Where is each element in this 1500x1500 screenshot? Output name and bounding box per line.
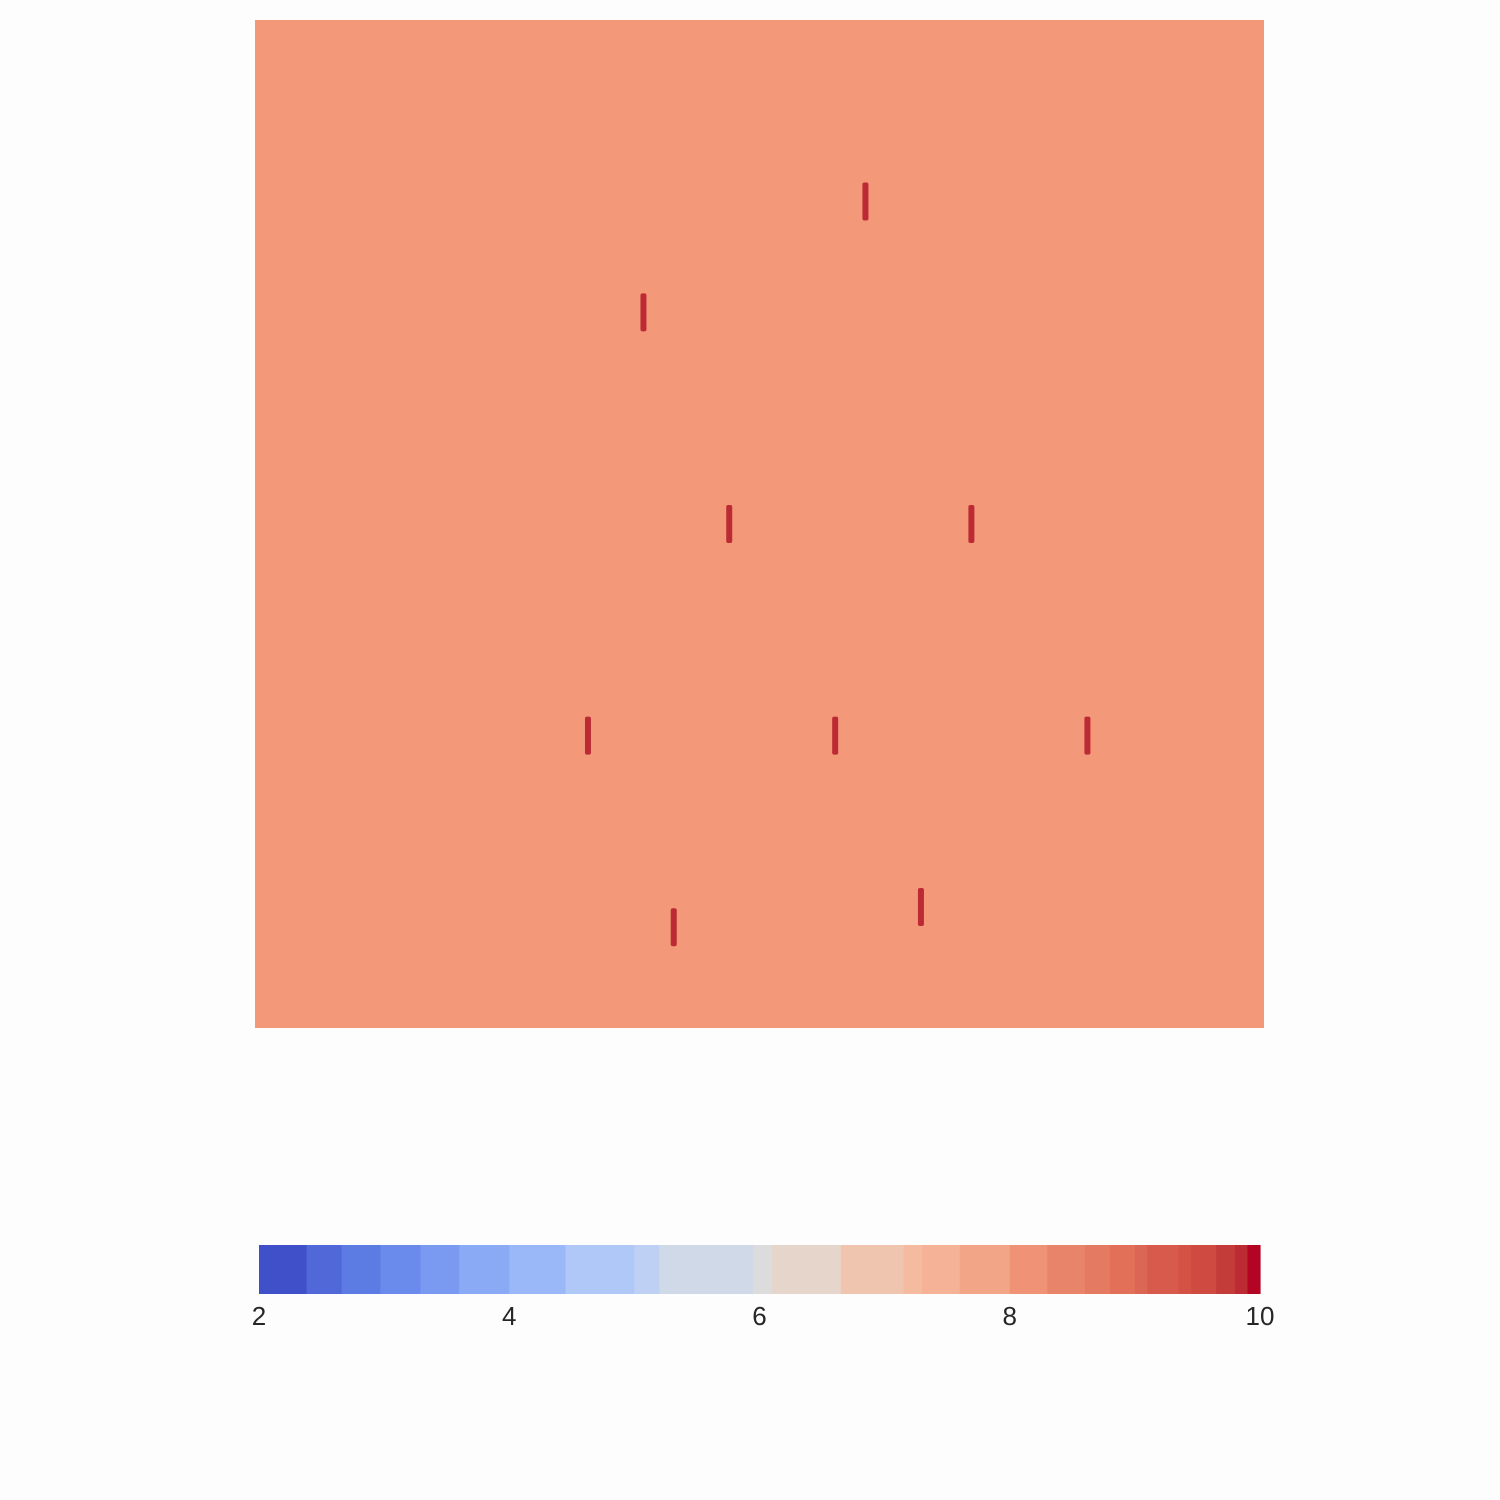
heatmap-mark-4 (968, 505, 975, 543)
colorbar-band-22 (1147, 1245, 1180, 1294)
colorbar-band-10 (659, 1245, 754, 1294)
colorbar-band-8 (565, 1245, 635, 1294)
colorbar-band-26 (1234, 1245, 1249, 1294)
colorbar (259, 1245, 1261, 1294)
colorbar-band-16 (959, 1245, 1011, 1294)
colorbar-tick-label: 8 (1003, 1301, 1017, 1331)
heatmap-mark-3 (726, 505, 733, 543)
heatmap-mark-8 (670, 908, 677, 947)
colorbar-band-17 (1009, 1245, 1048, 1294)
heatmap-mark-6 (832, 716, 839, 755)
heatmap-mark-9 (917, 888, 924, 927)
colorbar-band-19 (1084, 1245, 1111, 1294)
heatmap-mark-1 (862, 182, 869, 221)
colorbar-band-9 (634, 1245, 660, 1294)
colorbar-band-12 (772, 1245, 842, 1294)
colorbar-band-23 (1178, 1245, 1192, 1294)
colorbar-tick-label: 2 (252, 1301, 266, 1331)
colorbar-band-4 (380, 1245, 422, 1294)
colorbar-band-3 (341, 1245, 381, 1294)
colorbar-band-5 (420, 1245, 460, 1294)
colorbar-band-27 (1247, 1245, 1261, 1294)
heatmap-mark-2 (640, 293, 647, 332)
colorbar-band-18 (1047, 1245, 1086, 1294)
heatmap-mark-7 (1084, 716, 1091, 755)
colorbar-band-1 (259, 1245, 308, 1294)
colorbar-band-13 (840, 1245, 904, 1294)
colorbar-band-6 (459, 1245, 510, 1294)
colorbar-tick-label: 6 (752, 1301, 766, 1331)
colorbar-band-14 (903, 1245, 923, 1294)
colorbar-tick-label: 10 (1246, 1301, 1275, 1331)
colorbar-band-20 (1109, 1245, 1136, 1294)
colorbar-band-11 (753, 1245, 773, 1294)
heatmap-marks (584, 182, 1091, 947)
heatmap-mark-5 (584, 716, 591, 755)
colorbar-tick-label: 4 (502, 1301, 516, 1331)
colorbar-band-15 (922, 1245, 961, 1294)
colorbar-band-25 (1216, 1245, 1236, 1294)
colorbar-band-7 (509, 1245, 567, 1294)
colorbar-band-24 (1191, 1245, 1217, 1294)
colorbar-ticks: 2 4 6 8 10 (252, 1301, 1275, 1331)
heatmap-background (255, 20, 1264, 1028)
colorbar-band-21 (1134, 1245, 1148, 1294)
colorbar-band-2 (306, 1245, 343, 1294)
